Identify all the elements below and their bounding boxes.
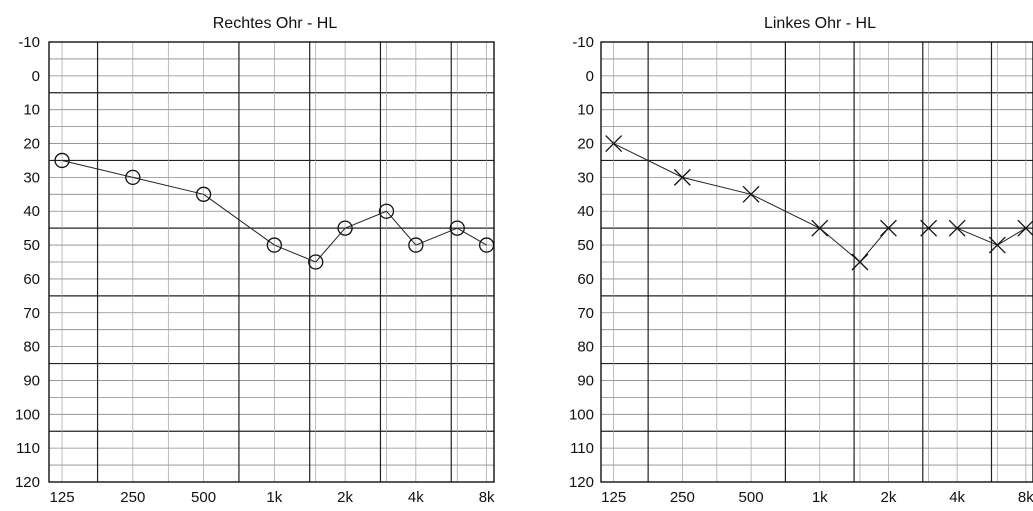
cross-stroke (605, 135, 623, 152)
series-line-segment (613, 143, 683, 178)
cross-stroke (988, 236, 1006, 254)
y-tick-label: 20 (577, 136, 594, 153)
cross-stroke (879, 219, 897, 237)
data-point-circle (266, 237, 282, 253)
data-point-circle (125, 169, 141, 186)
x-tick-label: 8k (1018, 489, 1033, 506)
y-tick-label: 10 (23, 102, 40, 119)
x-tick-label: 2k (337, 489, 353, 506)
y-tick-label: 120 (15, 474, 40, 491)
data-point-cross (811, 219, 829, 237)
y-tick-label: 70 (23, 305, 40, 322)
y-tick-label: 120 (569, 474, 594, 491)
y-tick-label: 50 (577, 237, 594, 254)
y-tick-label: 90 (577, 372, 594, 389)
data-point-circle (378, 203, 395, 219)
x-tick-label: 8k (479, 489, 495, 506)
x-tick-label: 1k (266, 489, 282, 506)
x-tick-label: 2k (881, 489, 897, 506)
data-point-circle (408, 237, 424, 253)
y-tick-label: 40 (23, 203, 40, 220)
y-tick-label: 60 (577, 271, 594, 288)
right-ear-audiogram: Rechtes Ohr - HL -10 0 10 20 30 40 50 60 70 80 90 10… (15, 15, 495, 506)
x-tick-label: 1k (812, 489, 828, 506)
series-line-segment (682, 176, 752, 195)
series-line-segment (203, 193, 275, 246)
y-tick-label: -10 (18, 34, 40, 51)
y-tick-label: 40 (577, 203, 594, 220)
cross-stroke (920, 219, 938, 237)
x-tick-label: 4k (949, 489, 965, 506)
data-point-cross (673, 168, 691, 186)
y-tick-label: 80 (577, 339, 594, 356)
x-tick-label: 4k (408, 489, 424, 506)
y-tick-label: 110 (570, 440, 594, 457)
data-point-cross (988, 236, 1006, 254)
y-tick-label: 90 (23, 372, 40, 389)
chart-title: Linkes Ohr - HL (764, 15, 876, 32)
series-line-segment (819, 227, 861, 263)
data-point-cross (879, 219, 897, 237)
y-tick-label: 10 (577, 102, 594, 119)
x-tick-label: 500 (739, 489, 764, 506)
y-tick-label: 70 (577, 305, 594, 322)
data-point-cross (742, 185, 760, 203)
y-tick-label: 30 (23, 169, 40, 186)
cross-stroke (1017, 220, 1033, 237)
y-tick-label: 30 (577, 169, 594, 186)
y-tick-label: 0 (32, 68, 40, 85)
data-point-cross (605, 135, 623, 152)
series-line-segment (997, 227, 1027, 246)
series-line-segment (456, 227, 487, 246)
data-point-circle (449, 220, 465, 236)
data-point-cross (920, 219, 938, 237)
x-tick-label: 250 (670, 489, 695, 506)
data-point-circle (337, 220, 353, 236)
y-tick-label: 110 (16, 440, 40, 457)
x-tick-label: 125 (50, 489, 75, 506)
chart-title: Rechtes Ohr - HL (213, 15, 338, 32)
y-tick-label: 80 (23, 339, 40, 356)
left-ear-audiogram: Linkes Ohr - HL -10 0 10 20 30 40 50 60 70 80 90 100… (569, 15, 1033, 506)
series-line-segment (132, 176, 204, 195)
cross-stroke (851, 253, 869, 271)
y-tick-label: 60 (23, 271, 40, 288)
plot-frame (48, 41, 495, 483)
data-point-cross (851, 253, 869, 271)
data-point-cross (1017, 219, 1033, 237)
y-tick-label: 20 (23, 136, 40, 153)
y-tick-label: 100 (569, 406, 594, 423)
y-tick-label: 0 (586, 68, 594, 85)
x-tick-label: 250 (120, 489, 145, 506)
cross-stroke (811, 219, 829, 237)
data-point-circle (54, 152, 70, 169)
cross-stroke (742, 185, 760, 203)
y-tick-label: -10 (572, 34, 594, 51)
cross-stroke (673, 168, 691, 186)
data-point-circle (308, 254, 324, 270)
y-tick-label: 50 (23, 237, 40, 254)
data-point-circle (478, 237, 495, 253)
data-point-circle (195, 186, 212, 202)
series-line-segment (61, 159, 133, 178)
series-line-segment (750, 193, 820, 229)
plot-frame (600, 41, 1033, 483)
series-line-segment (956, 227, 998, 246)
y-tick-label: 100 (15, 406, 40, 423)
data-point-cross (948, 219, 966, 237)
x-tick-label: 500 (191, 489, 216, 506)
x-tick-label: 125 (601, 489, 626, 506)
cross-stroke (948, 219, 966, 237)
